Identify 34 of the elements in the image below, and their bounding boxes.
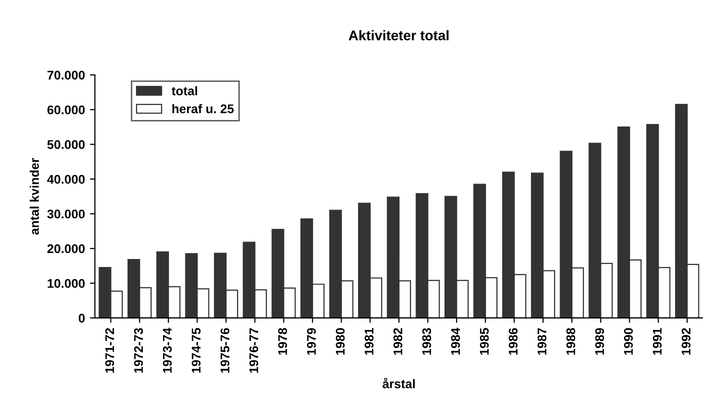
x-tick-label: 1971-72 (105, 328, 114, 373)
x-tick-label: 1987 (538, 328, 546, 355)
x-tick-label: 1972-73 (134, 328, 143, 373)
x-tick-label: 1975-76 (220, 328, 230, 373)
y-tick-label: 0 (78, 314, 85, 323)
legend-label: total (172, 86, 198, 96)
x-axis-title: årstal (382, 378, 415, 388)
x-tick-label: 1982 (393, 328, 402, 355)
x-tick-label: 1973-74 (162, 328, 172, 373)
x-tick-label: 1978 (278, 328, 288, 355)
x-tick-label: 1991 (652, 328, 662, 355)
x-tick-label: 1989 (595, 328, 604, 355)
x-tick-label: 1990 (624, 328, 633, 355)
y-tick-label: 50.000 (47, 140, 85, 150)
y-axis-title: antal kvinder (30, 158, 39, 235)
chart-title: Aktiviteter total (348, 30, 449, 40)
y-tick-label: 70.000 (47, 70, 85, 80)
y-tick-label: 40.000 (47, 174, 85, 184)
x-tick-label: 1986 (508, 328, 518, 355)
x-tick-label: 1988 (566, 328, 576, 355)
x-tick-label: 1980 (336, 328, 345, 355)
y-tick-label: 60.000 (47, 105, 85, 114)
x-tick-label: 1976-77 (249, 328, 258, 373)
x-tick-label: 1992 (682, 328, 691, 355)
x-tick-label: 1981 (364, 328, 374, 355)
y-tick-label: 10.000 (48, 279, 85, 288)
y-tick-label: 20.000 (47, 244, 85, 254)
legend-label: heraf u. 25 (172, 104, 234, 114)
x-tick-label: 1984 (451, 328, 460, 355)
y-tick-label: 30.000 (47, 210, 85, 218)
x-tick-label: 1983 (422, 328, 432, 355)
x-tick-label: 1985 (480, 328, 489, 355)
x-tick-label: 1979 (306, 328, 316, 355)
x-tick-label: 1974-75 (192, 328, 201, 373)
